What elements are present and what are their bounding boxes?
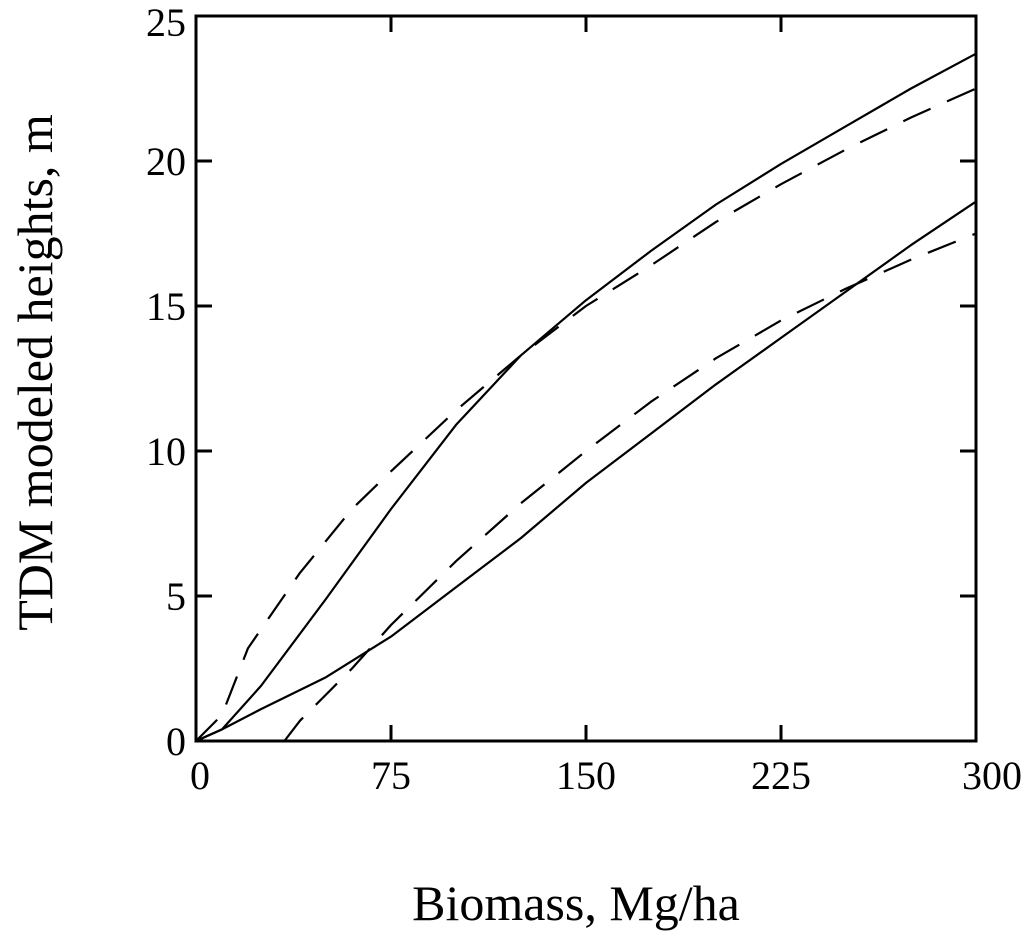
tick-labels: 0 75 150 225 300 0 5 10 15 20 25 xyxy=(146,0,1022,798)
x-tick-label: 0 xyxy=(190,753,210,798)
x-tick-label: 300 xyxy=(962,753,1022,798)
plot-frame xyxy=(194,14,978,743)
series-line-3-solid xyxy=(195,200,977,743)
x-tick-label: 75 xyxy=(371,753,411,798)
series-line-1-solid xyxy=(195,52,977,743)
x-tick-label: 225 xyxy=(751,753,811,798)
x-tick-label: 150 xyxy=(556,753,616,798)
y-tick-label: 15 xyxy=(146,284,186,329)
series-line-4-dashed xyxy=(283,232,977,742)
y-tick-label: 10 xyxy=(146,429,186,474)
y-tick-label: 20 xyxy=(146,139,186,184)
y-tick-label: 25 xyxy=(146,0,186,45)
y-tick-label: 0 xyxy=(166,719,186,764)
y-axis-label: TDM modeled heights, m xyxy=(7,114,63,631)
tick-marks xyxy=(196,16,976,741)
series-group xyxy=(195,52,977,743)
y-tick-label: 5 xyxy=(166,574,186,619)
series-line-2-dashed xyxy=(195,87,977,742)
x-axis-label: Biomass, Mg/ha xyxy=(412,875,740,931)
